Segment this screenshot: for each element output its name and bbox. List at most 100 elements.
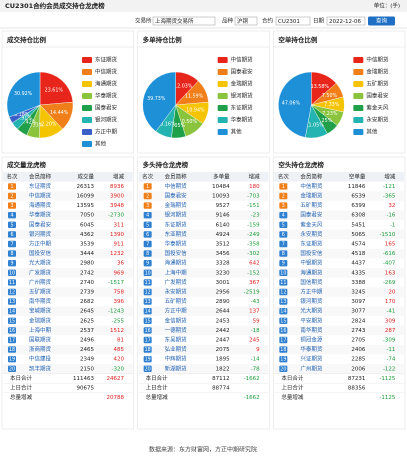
member[interactable]: 平安期货: [300, 316, 323, 324]
rank-badge: [8, 240, 16, 248]
member[interactable]: 上海中期: [165, 268, 188, 276]
select-box[interactable]: [234, 16, 258, 26]
member[interactable]: 国联期货: [29, 336, 52, 344]
volume: 3444: [80, 251, 94, 257]
slice-label: 10.50%: [179, 119, 198, 125]
query-button[interactable]: [368, 16, 395, 26]
member[interactable]: 五矿期货: [29, 288, 52, 296]
member[interactable]: 方正中期: [300, 288, 323, 296]
member[interactable]: 紫金天风: [300, 220, 323, 228]
member[interactable]: 银河期货: [165, 211, 188, 219]
member[interactable]: 华泰期货: [29, 211, 52, 219]
member[interactable]: 东吴期货: [165, 336, 188, 344]
member[interactable]: 南华期货: [300, 326, 323, 334]
member[interactable]: 光大期货: [300, 307, 323, 315]
change: -74: [386, 357, 395, 363]
member[interactable]: 广发期货: [29, 268, 52, 276]
member[interactable]: 宝城期货: [29, 307, 52, 315]
member[interactable]: 金瑞期货: [300, 192, 323, 200]
member[interactable]: 国信期货: [300, 278, 323, 286]
member[interactable]: 广州期货: [29, 278, 52, 286]
query-text[interactable]: 查询: [376, 17, 388, 25]
member[interactable]: 海通期货: [300, 268, 323, 276]
member[interactable]: 南华期货: [29, 297, 52, 305]
volume: 1822: [216, 366, 230, 372]
rank-badge: [279, 317, 288, 324]
member[interactable]: 中信期货: [165, 182, 188, 190]
legend-label: 其他: [231, 128, 243, 136]
legend-label: 其他: [366, 128, 378, 136]
slice-label: 3.91%: [17, 116, 33, 122]
member[interactable]: 弘业期货: [165, 345, 188, 353]
select-value[interactable]: 上海期货交易所: [155, 17, 194, 25]
member[interactable]: 东证期货: [29, 182, 52, 190]
member[interactable]: 上海中期: [29, 326, 52, 334]
member[interactable]: 一德期货: [165, 326, 188, 334]
member[interactable]: 中辉期货: [165, 355, 188, 363]
rank-badge: [279, 221, 288, 228]
member[interactable]: 兴证期货: [300, 355, 323, 363]
member[interactable]: 广州期货: [300, 364, 323, 372]
member[interactable]: 中信建投: [29, 355, 52, 363]
slice-label: 47.06%: [282, 101, 301, 107]
member[interactable]: 方正中期: [165, 307, 188, 315]
legend-label: 国泰君安: [366, 92, 389, 100]
member[interactable]: 海通期货: [165, 259, 188, 267]
member[interactable]: 金信期货: [165, 316, 188, 324]
member[interactable]: 国投安信: [29, 249, 52, 257]
member[interactable]: 华泰期货: [300, 345, 323, 353]
member[interactable]: 中信期货: [29, 192, 52, 200]
header-row: [138, 172, 269, 182]
select-value[interactable]: CU2301: [278, 19, 300, 25]
member[interactable]: 国投安信: [300, 249, 323, 257]
rank-badge: [143, 269, 152, 276]
member[interactable]: 国泰君安: [165, 192, 188, 200]
row-bg: [3, 325, 133, 336]
member[interactable]: 永安期货: [300, 230, 323, 238]
member[interactable]: 方正中期: [29, 240, 52, 248]
rank: 4: [10, 213, 13, 219]
rank: 16: [145, 328, 151, 334]
legend-label: 金瑞期货: [366, 68, 389, 76]
member[interactable]: 银河期货: [29, 230, 52, 238]
member[interactable]: 东证期货: [300, 240, 323, 248]
member[interactable]: 浙商期货: [29, 345, 52, 353]
member[interactable]: 新湖期货: [165, 364, 188, 372]
select-box[interactable]: [152, 16, 216, 26]
member[interactable]: 广发期货: [165, 278, 188, 286]
member[interactable]: 国泰君安: [29, 220, 52, 228]
member[interactable]: 金瑞期货: [165, 201, 188, 209]
member[interactable]: 铜冠金源: [300, 336, 323, 344]
column-header: 空单量: [349, 172, 366, 180]
member[interactable]: 永安期货: [165, 288, 188, 296]
rank-badge: [143, 221, 152, 228]
member[interactable]: 五矿期货: [165, 297, 188, 305]
total-label: 上日合计: [146, 384, 169, 392]
select-value[interactable]: 沪铜: [237, 17, 249, 25]
member[interactable]: 中银期货: [300, 259, 323, 267]
member[interactable]: 海通期货: [29, 201, 52, 209]
volume: 10093: [212, 194, 230, 200]
member[interactable]: 五矿期货: [300, 201, 323, 209]
slice-label: 10.94%: [186, 108, 205, 114]
member[interactable]: 国投安信: [165, 249, 188, 257]
member[interactable]: 东亚期货: [165, 230, 188, 238]
change: 32: [388, 203, 395, 209]
rank: 7: [146, 242, 149, 248]
column-header: 会员简称: [29, 172, 52, 180]
select-box[interactable]: [275, 16, 311, 26]
member[interactable]: 东证期货: [165, 220, 188, 228]
member[interactable]: 国泰君安: [300, 211, 323, 219]
select-value[interactable]: 2022-12-06: [329, 19, 361, 25]
member[interactable]: 华泰期货: [165, 240, 188, 248]
member[interactable]: 凯丰期货: [29, 364, 52, 372]
panel: [1, 156, 134, 430]
member[interactable]: 中信期货: [300, 182, 323, 190]
pie-slice: [39, 71, 74, 106]
member[interactable]: 银河期货: [300, 297, 323, 305]
row-bg: [274, 268, 404, 278]
member[interactable]: 光大期货: [29, 259, 52, 267]
legend-label: 永安期货: [366, 116, 389, 124]
member[interactable]: 金瑞期货: [29, 316, 52, 324]
select-box[interactable]: [326, 16, 366, 26]
